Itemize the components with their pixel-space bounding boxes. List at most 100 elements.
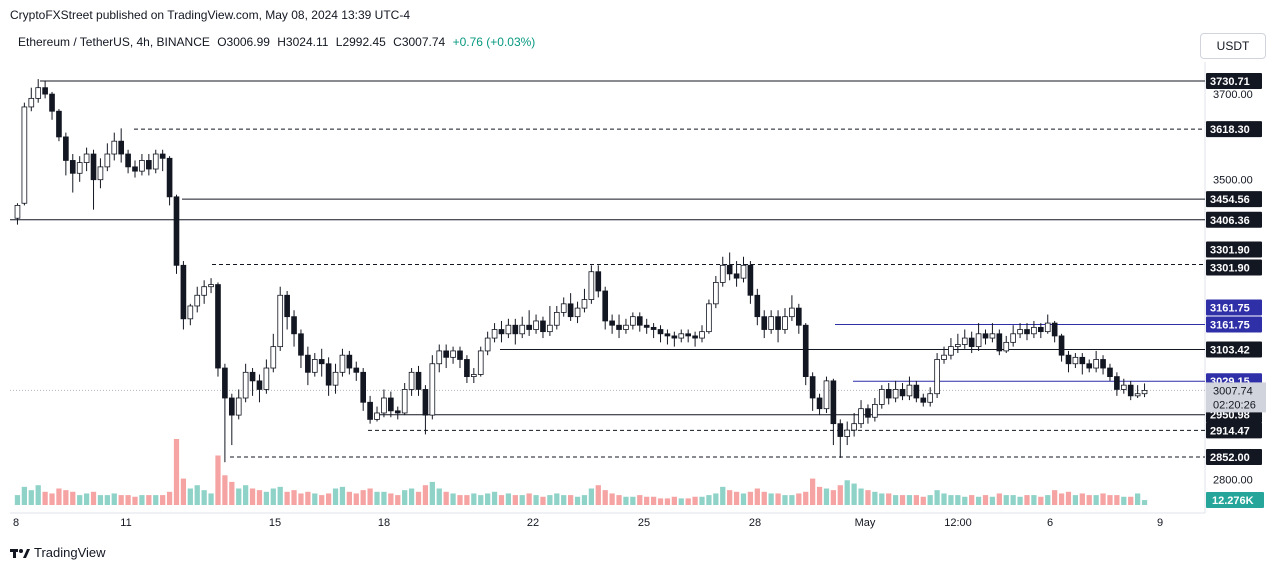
volume-bar <box>547 495 553 505</box>
volume-bar <box>906 495 913 505</box>
candle-body <box>222 367 228 399</box>
volume-bar <box>215 455 221 505</box>
candle-body <box>28 97 35 108</box>
volume-bar <box>568 495 574 505</box>
volume-bar <box>830 490 837 505</box>
volume-bar <box>395 495 401 505</box>
volume-bar <box>236 488 242 505</box>
candle-body <box>491 329 498 339</box>
volume-bar <box>97 495 104 505</box>
candle-body <box>948 346 954 356</box>
volume-bar <box>1135 493 1141 505</box>
volume-bar <box>1141 500 1148 505</box>
volume-bar <box>775 493 781 505</box>
volume-bar <box>291 490 297 505</box>
candle-body <box>201 286 207 296</box>
candle-body <box>719 264 726 283</box>
volume-bar <box>1010 495 1016 505</box>
time-tick-label: 12:00 <box>944 517 972 529</box>
volume-bar <box>14 495 21 505</box>
candle-body <box>975 333 982 348</box>
legend-low: L2992.45 <box>335 35 386 49</box>
volume-bar <box>1072 495 1079 505</box>
candle-body <box>187 305 194 320</box>
volume-bar <box>1052 490 1058 505</box>
volume-bar <box>284 491 290 505</box>
symbol-legend: Ethereum / TetherUS, 4h, BINANCE O3006.9… <box>18 35 539 49</box>
candle-body <box>263 367 270 390</box>
volume-bar <box>699 496 705 505</box>
candle-body <box>809 376 816 399</box>
candle-body <box>235 397 242 416</box>
volume-bar <box>256 490 263 505</box>
candle-body <box>685 333 691 337</box>
candle-body <box>49 93 55 112</box>
candle-body <box>284 294 290 318</box>
level-label-text: 3730.71 <box>1210 76 1250 88</box>
candle-body <box>920 397 927 403</box>
volume-bar <box>415 491 422 505</box>
volume-bar <box>77 495 83 505</box>
volume-bar <box>803 491 809 505</box>
volume-bar <box>768 493 774 505</box>
level-label-text: 3406.36 <box>1210 215 1250 227</box>
volume-bar <box>630 496 636 505</box>
candle-body <box>616 324 622 330</box>
volume-bar <box>173 439 180 505</box>
candle-body <box>132 166 138 172</box>
candle-body <box>643 324 650 328</box>
volume-bar <box>249 488 256 505</box>
candle-body <box>837 423 844 437</box>
candle-body <box>159 153 166 159</box>
level-label-text: 2852.00 <box>1210 452 1250 464</box>
level-label-box <box>1206 422 1262 439</box>
volume-bar <box>139 495 145 505</box>
volume-bar <box>740 493 747 505</box>
volume-bar <box>886 493 892 505</box>
volume-bar <box>609 493 615 505</box>
currency-button[interactable]: USDT <box>1200 33 1266 59</box>
candle-body <box>484 337 491 352</box>
candle-body <box>657 329 664 335</box>
volume-bar <box>733 491 740 505</box>
candle-body <box>588 271 595 300</box>
candle-body <box>533 320 539 330</box>
volume-bar <box>491 491 498 505</box>
time-tick-label: 15 <box>269 517 281 529</box>
candle-body <box>1003 341 1010 352</box>
candle-body <box>733 273 740 279</box>
candle-body <box>961 337 968 345</box>
level-label-box <box>1206 241 1262 258</box>
candle-body <box>146 160 152 170</box>
level-label-box <box>1206 121 1262 138</box>
volume-bar <box>644 496 650 505</box>
candle-body <box>823 380 830 410</box>
candle-body <box>740 264 747 279</box>
candle-body <box>623 324 629 330</box>
candle-body <box>872 404 878 418</box>
candle-body <box>782 316 788 330</box>
volume-bar <box>1128 496 1134 505</box>
price-tick-label: 3700.00 <box>1213 89 1253 101</box>
candle-body <box>609 320 615 326</box>
volume-bar <box>685 498 691 505</box>
volume-bar <box>35 485 41 505</box>
volume-bar <box>913 495 919 505</box>
legend-change: +0.76 (+0.03%) <box>452 35 536 49</box>
candle-body <box>789 307 795 318</box>
volume-bar <box>657 498 664 505</box>
volume-bar <box>1114 495 1120 505</box>
level-label-text: 3301.90 <box>1210 244 1250 256</box>
volume-bar <box>920 496 926 505</box>
candle-body <box>1141 390 1148 395</box>
volume-bar <box>519 495 525 505</box>
candle-body <box>1017 329 1023 335</box>
price-tick-label: 3500.00 <box>1213 175 1253 187</box>
candle-body <box>429 363 436 416</box>
volume-bar <box>146 495 152 505</box>
volume-bar <box>996 493 1002 505</box>
candle-body <box>927 393 934 403</box>
candle-body <box>415 371 422 390</box>
volume-bar <box>941 493 947 505</box>
